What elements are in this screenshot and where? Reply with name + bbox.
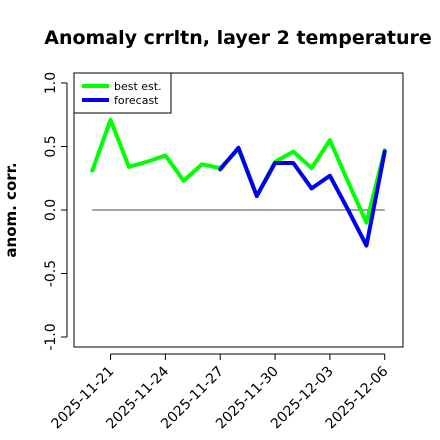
series-line-best-est [90, 117, 387, 225]
y-tick-label: 0.0 [43, 199, 59, 221]
y-axis: -1.0 -0.5 0.0 0.5 1.0 [43, 72, 68, 351]
y-tick-label: 0.5 [43, 135, 59, 157]
legend-label-forecast: forecast [114, 94, 159, 107]
chart-title: Anomaly crrltn, layer 2 temperature [44, 27, 432, 49]
y-tick-label: -0.5 [43, 260, 59, 287]
series-line-forecast [218, 145, 387, 248]
legend-box [73, 72, 172, 114]
plot-area-frame [73, 72, 404, 348]
legend-label-best-est: best est. [114, 80, 162, 93]
y-axis-label: anom. corr. [2, 162, 20, 257]
y-tick-label: 1.0 [43, 72, 59, 94]
legend: best est. forecast [73, 72, 172, 114]
y-tick-label: -1.0 [43, 323, 59, 350]
series-layer [90, 117, 387, 248]
x-axis: 2025-11-212025-11-242025-11-272025-11-30… [49, 353, 392, 432]
